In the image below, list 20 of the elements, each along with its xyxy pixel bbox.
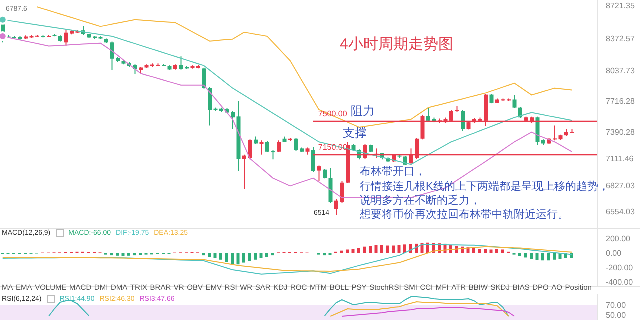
y-tick-label: 200.00 [606, 234, 632, 244]
y-tick-label: 70.00 [606, 300, 627, 310]
y-tick-label: 8372.57 [606, 34, 636, 44]
y-tick-label: 0.00 [606, 249, 622, 258]
annotation: 说明多方在不断的乏力， [360, 195, 481, 208]
y-tick-label: 6827.03 [606, 181, 636, 190]
y-tick-label: -200.00 [606, 264, 634, 273]
annotation: 支撑 [343, 126, 367, 140]
y-tick-label: 50.00 [606, 310, 627, 320]
y-tick-label: 7716.28 [606, 96, 636, 106]
y-tick-label: 8721.35 [606, 1, 636, 10]
annotation: 阻力 [351, 104, 375, 118]
y-tick-label: 8037.73 [606, 66, 636, 76]
annotation: 布林带开口， [360, 166, 426, 180]
text: 4小时周期走势图 [340, 35, 454, 54]
y-tick-label: -400.00 [606, 278, 634, 288]
y-tick-label: 6554.03 [606, 207, 636, 216]
y-tick-label: 7111.46 [606, 154, 634, 164]
y-tick-label: 7390.28 [606, 128, 636, 137]
annotation: 想要将币价再次拉回布林带中轨附近运行。 [360, 209, 569, 222]
